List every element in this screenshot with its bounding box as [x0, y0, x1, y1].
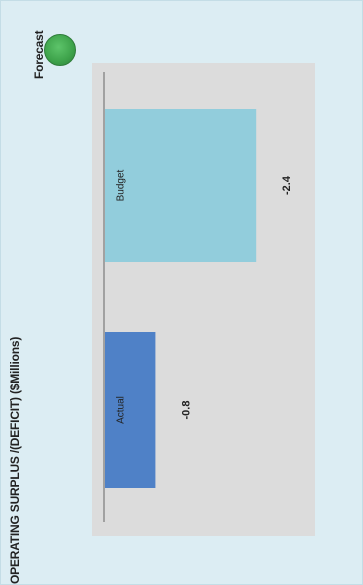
value-label-actual: -0.8	[180, 401, 192, 420]
category-label-budget: Budget	[116, 169, 127, 201]
value-label-budget: -2.4	[281, 175, 293, 195]
bar-budget	[105, 109, 257, 262]
forecast-status-indicator	[44, 34, 76, 66]
bar-actual	[105, 332, 156, 488]
category-label-actual: Actual	[116, 396, 127, 424]
